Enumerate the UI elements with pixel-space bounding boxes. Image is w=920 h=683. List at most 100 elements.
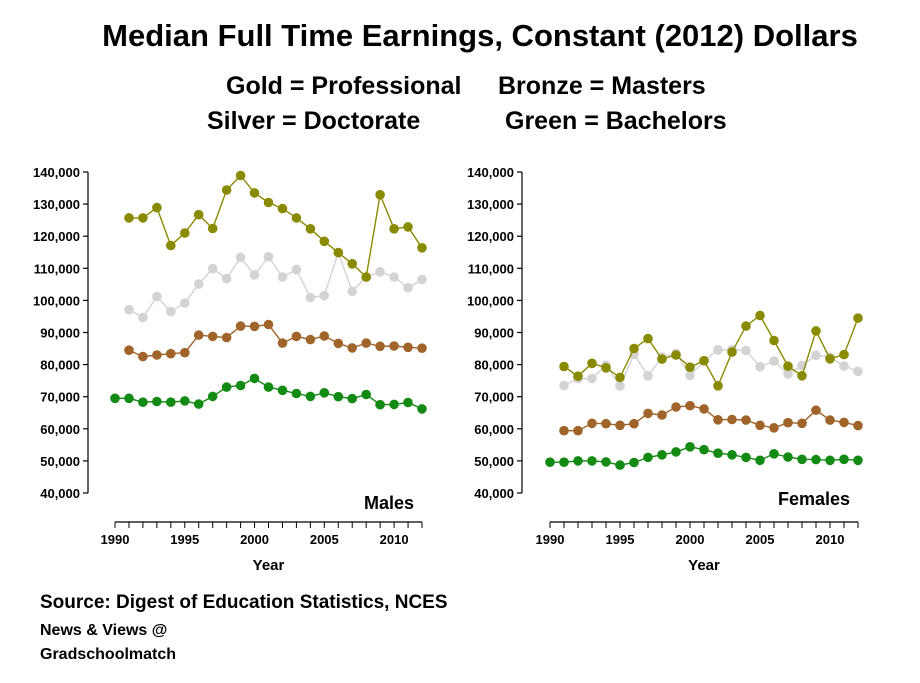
data-point-bachelors (601, 457, 611, 467)
data-point-professional (319, 236, 330, 247)
y-tick-label: 50,000 (40, 454, 80, 469)
data-point-bachelors (319, 388, 330, 398)
y-tick-label: 60,000 (474, 422, 514, 437)
data-point-bachelors (573, 456, 583, 466)
data-point-doctorate (221, 273, 232, 284)
data-point-bachelors (180, 396, 190, 406)
x-axis-title: Year (253, 557, 285, 574)
data-point-masters (347, 343, 358, 353)
data-point-bachelors (389, 399, 399, 410)
data-point-bachelors (305, 391, 316, 402)
data-point-bachelors (124, 393, 134, 404)
credit-line-1: News & Views @ (40, 622, 168, 639)
panel-label-females: Females (778, 489, 850, 509)
data-point-professional (361, 272, 372, 282)
series-professional (559, 310, 863, 391)
data-point-bachelors (587, 456, 597, 466)
data-point-masters (727, 414, 737, 425)
data-point-professional (853, 313, 863, 323)
data-point-professional (727, 347, 737, 357)
data-point-bachelors (615, 460, 625, 470)
y-tick-label: 140,000 (467, 165, 514, 180)
data-point-masters (643, 408, 653, 419)
x-tick-label: 1995 (606, 532, 635, 547)
series-line-masters (128, 323, 423, 358)
data-point-masters (573, 425, 583, 436)
data-point-bachelors (825, 455, 835, 466)
data-point-masters (769, 423, 779, 433)
data-point-bachelors (671, 447, 681, 457)
data-point-professional (417, 243, 427, 253)
data-point-bachelors (291, 388, 302, 399)
data-point-professional (797, 371, 807, 381)
legend-professional: Gold = Professional (226, 72, 462, 100)
data-point-professional (699, 355, 709, 366)
data-point-doctorate (755, 362, 765, 372)
data-point-masters (811, 405, 821, 416)
y-tick-label: 110,000 (34, 261, 80, 276)
data-point-professional (166, 240, 176, 251)
data-point-bachelors (263, 382, 274, 392)
data-point-professional (263, 197, 274, 208)
data-point-professional (221, 185, 232, 195)
data-point-doctorate (305, 292, 316, 303)
legend-doctorate: Silver = Doctorate (207, 107, 421, 135)
data-point-professional (193, 209, 204, 220)
data-point-masters (361, 338, 372, 348)
data-point-doctorate (559, 380, 569, 391)
x-tick-label: 2005 (746, 532, 775, 547)
data-point-doctorate (839, 361, 849, 371)
data-point-professional (783, 361, 793, 372)
y-tick-label: 40,000 (474, 486, 514, 501)
data-point-professional (769, 335, 779, 346)
data-point-professional (207, 223, 218, 234)
data-point-doctorate (375, 267, 385, 277)
data-point-masters (839, 417, 849, 428)
data-point-masters (249, 321, 260, 332)
series-masters (559, 400, 863, 436)
data-point-doctorate (587, 373, 597, 384)
chart-title: Median Full Time Earnings, Constant (201… (102, 18, 858, 53)
data-point-masters (403, 342, 413, 353)
data-point-masters (319, 331, 330, 341)
y-tick-label: 40,000 (40, 486, 80, 501)
data-point-professional (389, 224, 399, 234)
legend-bachelors: Green = Bachelors (505, 107, 727, 135)
data-point-doctorate (138, 312, 148, 323)
data-point-doctorate (277, 272, 288, 282)
data-point-masters (166, 348, 176, 359)
data-point-bachelors (559, 457, 569, 468)
data-point-doctorate (403, 283, 413, 293)
data-point-doctorate (783, 369, 793, 379)
data-point-bachelors (839, 454, 849, 465)
data-point-masters (389, 341, 399, 351)
data-point-bachelors (713, 448, 723, 459)
data-point-professional (305, 224, 316, 234)
data-point-doctorate (180, 298, 190, 308)
data-point-bachelors (685, 442, 695, 452)
x-tick-label: 2010 (380, 532, 409, 547)
data-point-masters (797, 418, 807, 429)
y-tick-label: 50,000 (474, 454, 514, 469)
data-point-bachelors (797, 454, 807, 465)
data-point-masters (417, 343, 427, 354)
data-point-masters (587, 418, 597, 429)
series-line-doctorate (128, 250, 423, 319)
x-tick-label: 2010 (816, 532, 845, 547)
data-point-masters (221, 332, 232, 343)
data-point-masters (559, 425, 569, 436)
data-point-bachelors (277, 385, 288, 396)
y-tick-label: 140,000 (33, 165, 80, 180)
data-point-bachelors (249, 373, 260, 384)
panel-label-males: Males (364, 493, 414, 513)
data-point-doctorate (389, 272, 399, 282)
data-point-bachelors (769, 449, 779, 459)
data-point-masters (629, 418, 639, 429)
data-point-bachelors (138, 397, 148, 408)
data-point-professional (138, 213, 148, 223)
data-point-bachelors (657, 450, 667, 460)
data-point-professional (629, 343, 639, 354)
data-point-masters (601, 418, 611, 429)
data-point-professional (291, 213, 302, 223)
data-point-professional (333, 247, 344, 258)
